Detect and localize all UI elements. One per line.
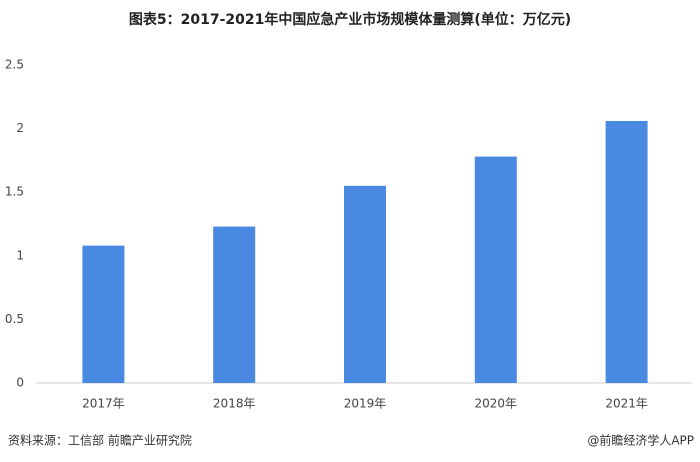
bar: [474, 156, 517, 383]
y-tick-label: 1.5: [5, 185, 24, 199]
x-tick-label: 2021年: [605, 397, 648, 411]
chart-title: 图表5：2017-2021年中国应急产业市场规模体量测算(单位：万亿元): [129, 11, 571, 28]
y-tick-label: 0.5: [5, 312, 24, 326]
y-tick-label: 2: [16, 121, 24, 135]
y-tick-label: 2.5: [5, 58, 24, 72]
bar: [344, 185, 386, 383]
source: 资料来源：工信部 前瞻产业研究院: [8, 433, 192, 448]
bar: [605, 120, 648, 383]
x-tick-label: 2019年: [344, 397, 387, 411]
bar: [213, 226, 256, 383]
y-tick-label: 0: [16, 376, 24, 390]
x-tick-label: 2020年: [475, 397, 518, 411]
credit: @前瞻经济学人APP: [587, 433, 694, 448]
x-tick-label: 2018年: [213, 397, 256, 411]
y-tick-label: 1: [16, 248, 24, 262]
x-tick-label: 2017年: [82, 397, 125, 411]
bar: [82, 245, 125, 383]
